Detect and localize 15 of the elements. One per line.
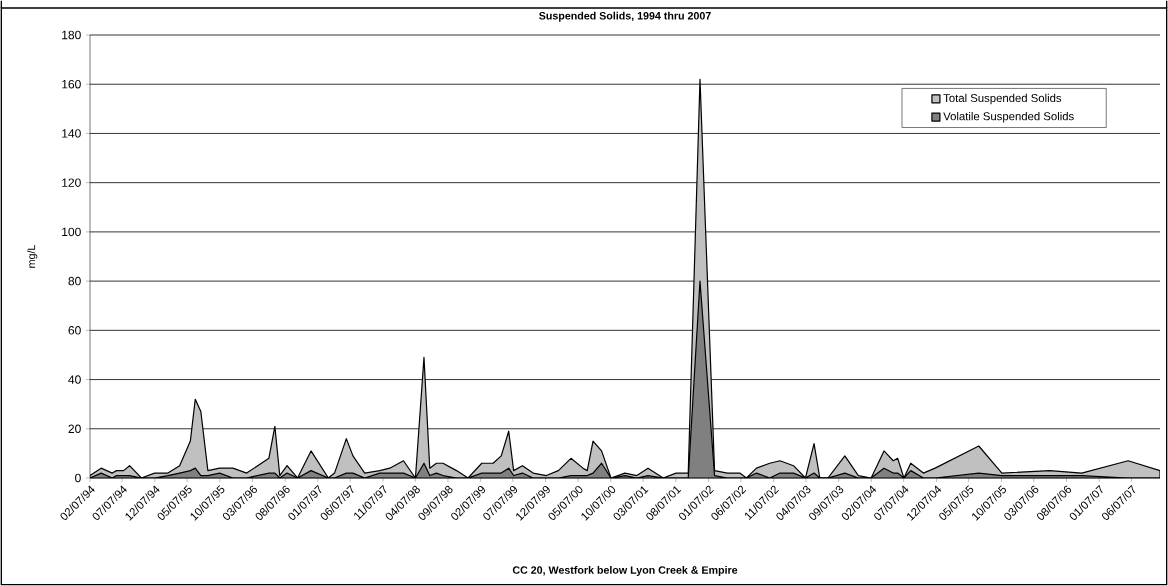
chart-title: Suspended Solids, 1994 thru 2007 — [539, 11, 711, 22]
legend-label: Volatile Suspended Solids — [943, 111, 1074, 123]
y-tick-label: 140 — [62, 129, 81, 138]
y-tick-label: 60 — [68, 326, 81, 335]
x-axis-title: CC 20, Westfork below Lyon Creek & Empire — [512, 566, 738, 576]
y-tick-label: 160 — [62, 79, 81, 89]
y-tick-label: 80 — [68, 276, 81, 286]
y-axis-title: mg/L — [27, 244, 38, 268]
y-tick-label: 0 — [75, 473, 81, 483]
y-tick-label: 20 — [68, 424, 81, 434]
y-tick-label: 40 — [68, 375, 81, 384]
y-tick-label: 180 — [62, 30, 81, 40]
y-tick-label: 120 — [62, 178, 81, 187]
y-tick-label: 100 — [62, 227, 81, 237]
legend-label: Total Suspended Solids — [943, 93, 1062, 105]
